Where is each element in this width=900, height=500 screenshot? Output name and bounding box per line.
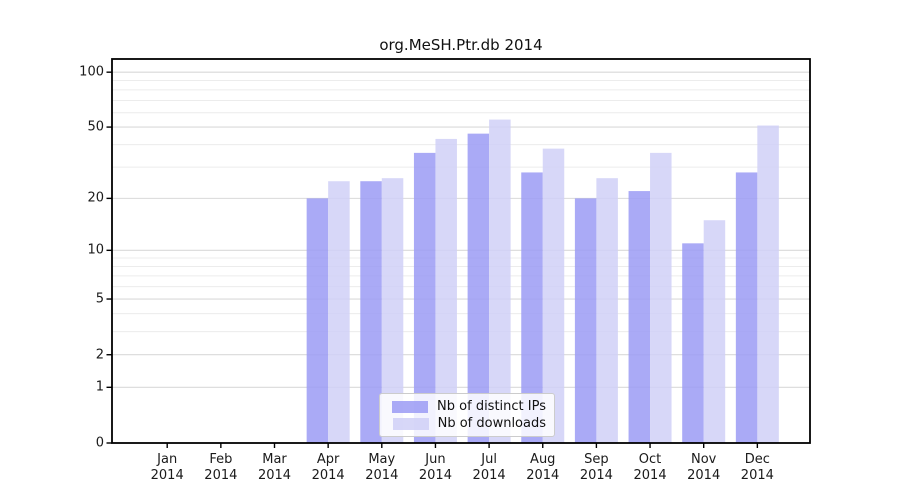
x-tick-label: Jan 2014 — [150, 452, 184, 483]
x-tick-label: Feb 2014 — [204, 452, 238, 483]
legend-swatch-distinct-ips — [392, 400, 429, 413]
bar-distinct-ips — [628, 191, 651, 443]
y-tick-label: 100 — [79, 64, 104, 80]
bar-downloads — [596, 178, 618, 443]
x-tick-label: Jun 2014 — [418, 452, 452, 483]
legend-row-downloads: Nb of downloads — [388, 415, 546, 432]
bar-distinct-ips — [360, 181, 382, 444]
chart-title: org.MeSH.Ptr.db 2014 — [379, 36, 543, 54]
bar-downloads — [703, 220, 726, 443]
x-tick-label: Mar 2014 — [257, 452, 292, 483]
x-tick-label: Oct 2014 — [633, 452, 667, 483]
bar-downloads — [757, 125, 779, 444]
bar-downloads — [542, 148, 565, 443]
x-tick-label: Dec 2014 — [740, 452, 774, 483]
y-tick-label: 5 — [95, 291, 104, 307]
y-tick-label: 20 — [87, 190, 104, 206]
bar-downloads — [435, 138, 457, 444]
bar-distinct-ips — [682, 243, 704, 443]
bar-distinct-ips — [306, 198, 329, 443]
x-tick-label: Nov 2014 — [687, 452, 721, 483]
y-tick-label: 1 — [95, 379, 104, 395]
legend-swatch-downloads — [392, 417, 429, 430]
bar-downloads — [650, 152, 672, 443]
legend-row-distinct-ips: Nb of distinct IPs — [388, 398, 546, 415]
y-tick-label: 2 — [95, 347, 104, 363]
y-tick-label: 10 — [87, 242, 104, 258]
x-tick-label: May 2014 — [365, 452, 399, 483]
x-tick-label: Aug 2014 — [526, 452, 560, 483]
x-tick-label: Sep 2014 — [579, 452, 613, 483]
bar-downloads — [489, 119, 511, 443]
legend: Nb of distinct IPs Nb of downloads — [379, 393, 555, 437]
bar-distinct-ips — [735, 172, 758, 444]
bar-distinct-ips — [521, 172, 543, 444]
bar-distinct-ips — [413, 152, 436, 443]
bar-distinct-ips — [467, 133, 490, 444]
x-tick-label: Apr 2014 — [311, 452, 345, 483]
y-tick-label: 0 — [95, 435, 104, 451]
bar-downloads — [381, 178, 404, 443]
x-tick-label: Jul 2014 — [472, 452, 506, 483]
bar-downloads — [328, 181, 350, 444]
bar-distinct-ips — [574, 198, 597, 443]
legend-label-distinct-ips: Nb of distinct IPs — [437, 399, 546, 414]
y-tick-label: 50 — [87, 119, 104, 135]
legend-label-downloads: Nb of downloads — [437, 416, 546, 431]
